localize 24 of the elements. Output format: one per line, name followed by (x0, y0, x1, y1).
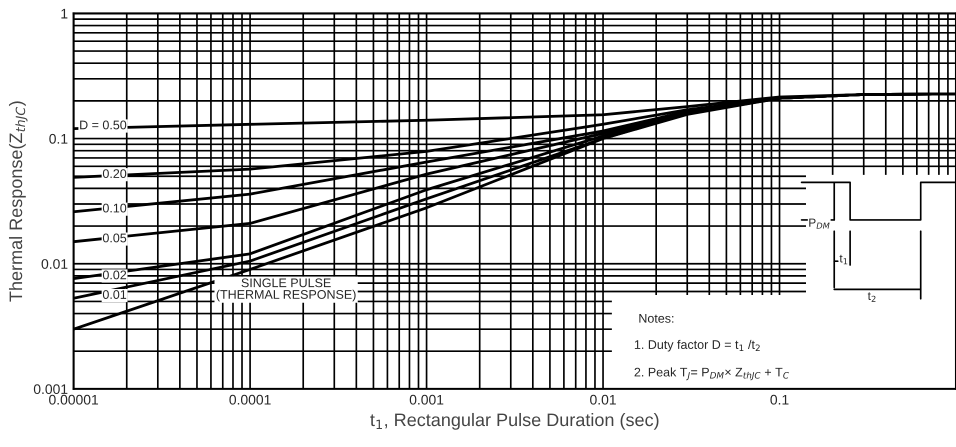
annotation: t$_{1}$ (840, 254, 848, 264)
series-label: 0.10 (102, 204, 126, 212)
x-tick-label: 0.01 (590, 394, 616, 405)
series-label: 0.02 (102, 270, 126, 280)
series-label: 0.05 (102, 234, 126, 242)
series-label: SINGLE PULSE (THERMAL RESPONSE) (216, 278, 356, 302)
x-tick-label: 0.001 (410, 394, 444, 405)
annotation: t$_{2}$ (868, 292, 876, 302)
series-label: 0.01 (102, 290, 126, 299)
series-label: D = 0.50 (80, 120, 126, 130)
annotation: 1. Duty factor D = t$_{1}$ /t$_{2}$ (634, 340, 760, 352)
annotation: 2. Peak T$_{J}$= P$_{DM}$× Z$_{thJC}$ + T$_{C}$ (634, 367, 789, 380)
y-tick-label: 1 (61, 8, 68, 18)
x-tick-label: 0.0001 (229, 394, 271, 405)
y-axis-title: Thermal Response(Z$_{thJC}$) (8, 101, 28, 302)
y-tick-label: 0.001 (34, 384, 68, 394)
series-label: 0.20 (102, 169, 126, 178)
y-tick-label: 0.01 (42, 259, 68, 269)
x-tick-label: 0.1 (770, 394, 788, 405)
x-axis-title: t$_{1}$, Rectangular Pulse Duration (sec) (370, 412, 658, 430)
y-tick-label: 0.1 (49, 134, 68, 144)
annotation: Notes: (639, 314, 674, 323)
x-tick-label: 0.00001 (49, 394, 98, 405)
annotation: P$_{DM}$ (809, 218, 830, 229)
